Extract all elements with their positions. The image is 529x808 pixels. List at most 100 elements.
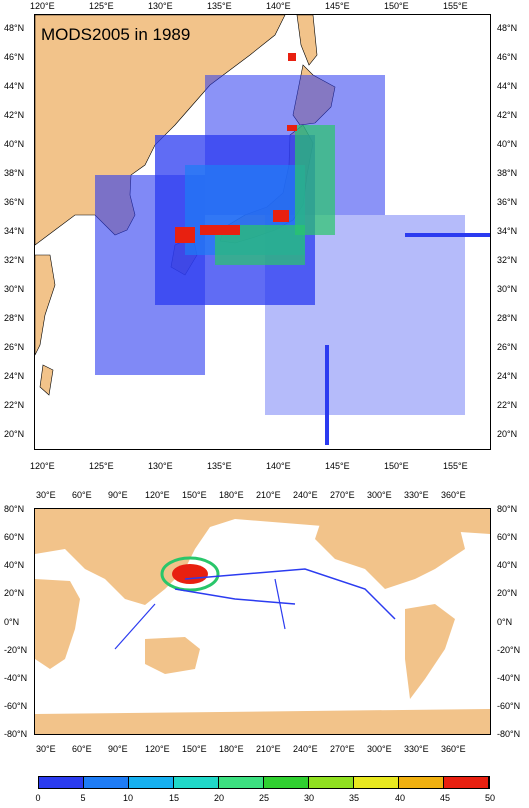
colorbar-label: 15 [168, 793, 180, 803]
lon-label: 30°E [36, 744, 56, 754]
colorbar-segment [84, 777, 129, 788]
lat-label: -20°N [4, 645, 28, 655]
lat-label: 0°N [497, 617, 513, 627]
lat-label: -40°N [497, 673, 521, 683]
lat-label: -60°N [497, 701, 521, 711]
regional-map-canvas [35, 15, 490, 445]
lon-label: 240°E [293, 490, 318, 500]
lat-label: 20°N [4, 588, 25, 598]
colorbar-segment [399, 777, 444, 788]
lon-label: 125°E [89, 1, 114, 11]
colorbar-segment [129, 777, 174, 788]
lat-label: 40°N [4, 560, 25, 570]
lat-label: 32°N [497, 255, 518, 265]
colorbar [38, 776, 490, 789]
lon-label: 135°E [207, 461, 232, 471]
observation-density-layer [95, 53, 490, 445]
sakhalin-landmass [296, 15, 318, 66]
lon-label: 210°E [256, 490, 281, 500]
lat-label: 34°N [4, 226, 25, 236]
lat-label: 20°N [497, 429, 518, 439]
colorbar-label: 35 [348, 793, 360, 803]
colorbar-label: 20 [213, 793, 225, 803]
lat-label: 38°N [497, 168, 518, 178]
lat-label: 40°N [4, 139, 25, 149]
lon-label: 150°E [182, 744, 207, 754]
lat-label: 80°N [4, 504, 25, 514]
lon-label: 150°E [182, 490, 207, 500]
world-map-canvas [35, 509, 490, 734]
lon-label: 330°E [404, 490, 429, 500]
lat-label: 42°N [497, 110, 518, 120]
lon-label: 180°E [219, 744, 244, 754]
colorbar-label: 0 [35, 793, 41, 803]
map-title: MODS2005 in 1989 [41, 25, 191, 44]
lat-label: 0°N [4, 617, 20, 627]
lat-label: 46°N [497, 52, 518, 62]
lat-label: 20°N [497, 588, 518, 598]
lat-label: 40°N [497, 139, 518, 149]
colorbar-segment [174, 777, 219, 788]
lat-label: 24°N [4, 371, 25, 381]
lon-label: 90°E [108, 744, 128, 754]
lat-label: 36°N [497, 197, 518, 207]
lat-label: 46°N [4, 52, 25, 62]
lat-label: -60°N [4, 701, 28, 711]
lat-label: 20°N [4, 429, 25, 439]
lon-label: 360°E [441, 744, 466, 754]
lon-label: 270°E [330, 490, 355, 500]
colorbar-label: 30 [303, 793, 315, 803]
lon-label: 30°E [36, 490, 56, 500]
lon-label: 90°E [108, 490, 128, 500]
lon-label: 120°E [145, 490, 170, 500]
lon-label: 150°E [384, 461, 409, 471]
lat-label: 30°N [497, 284, 518, 294]
lon-label: 140°E [266, 1, 291, 11]
lat-label: -80°N [497, 729, 521, 739]
lat-label: 22°N [4, 400, 25, 410]
lon-label: 135°E [207, 1, 232, 11]
lon-label: 130°E [148, 1, 173, 11]
lat-label: 42°N [4, 110, 25, 120]
lon-label: 155°E [443, 461, 468, 471]
lon-label: 240°E [293, 744, 318, 754]
lat-label: 48°N [4, 23, 25, 33]
lon-label: 155°E [443, 1, 468, 11]
lon-label: 300°E [367, 490, 392, 500]
lat-label: 26°N [497, 342, 518, 352]
lat-label: 26°N [4, 342, 25, 352]
lon-label: 330°E [404, 744, 429, 754]
colorbar-label: 10 [122, 793, 134, 803]
regional-map-panel: MODS2005 in 1989 [34, 14, 491, 450]
lon-label: 60°E [72, 490, 92, 500]
lon-label: 125°E [89, 461, 114, 471]
lon-label: 145°E [325, 1, 350, 11]
colorbar-segment [309, 777, 354, 788]
lon-label: 180°E [219, 490, 244, 500]
china-coast-landmass [35, 254, 56, 356]
lon-label: 360°E [441, 490, 466, 500]
lon-label: 120°E [30, 1, 55, 11]
lat-label: -20°N [497, 645, 521, 655]
colorbar-segment [444, 777, 489, 788]
colorbar-segment [264, 777, 309, 788]
lon-label: 120°E [30, 461, 55, 471]
lat-label: 34°N [497, 226, 518, 236]
colorbar-label: 40 [394, 793, 406, 803]
lat-label: 32°N [4, 255, 25, 265]
south-america-landmass [405, 604, 455, 699]
north-america-landmass [315, 509, 465, 589]
taiwan-landmass [39, 364, 54, 396]
lat-label: 60°N [4, 532, 25, 542]
colorbar-label: 45 [439, 793, 451, 803]
lat-label: 28°N [4, 313, 25, 323]
lat-label: 22°N [497, 400, 518, 410]
lon-label: 210°E [256, 744, 281, 754]
eurasia-landmass [35, 509, 490, 605]
lat-label: 40°N [497, 560, 518, 570]
lat-label: -80°N [4, 729, 28, 739]
lat-label: 38°N [4, 168, 25, 178]
lon-label: 270°E [330, 744, 355, 754]
colorbar-segment [354, 777, 399, 788]
lon-label: 150°E [384, 1, 409, 11]
